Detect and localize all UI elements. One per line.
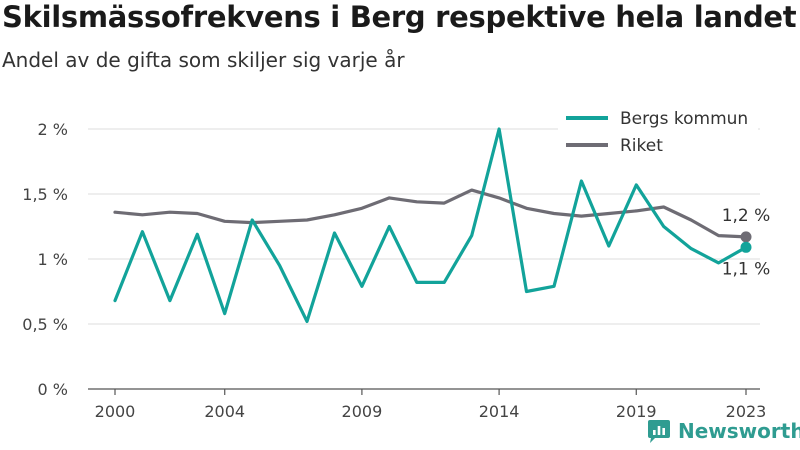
chart-title: Skilsmässofrekvens i Berg respektive hel… <box>2 0 797 34</box>
legend-label: Bergs kommun <box>620 109 748 129</box>
x-tick-label: 2004 <box>204 402 245 421</box>
axis-layer: 0 % 0,5 % 1 % 1,5 % 2 % 2000 2004 2009 2014 2019 2… <box>22 120 766 421</box>
end-point-bergs-kommun <box>740 241 752 253</box>
end-labels: 1,2 % 1,1 % <box>722 206 771 279</box>
end-point-riket <box>740 231 752 243</box>
chart-subtitle: Andel av de gifta som skiljer sig varje … <box>2 48 405 72</box>
x-tick-label: 2000 <box>95 402 136 421</box>
x-tick-label: 2009 <box>342 402 383 421</box>
y-tick-label: 1 % <box>38 250 68 269</box>
legend-background <box>558 104 758 164</box>
y-tick-label: 1,5 % <box>22 185 68 204</box>
end-label-bergs-kommun: 1,1 % <box>722 259 771 279</box>
series-line-bergs-kommun <box>113 127 748 323</box>
series-layer <box>113 127 752 323</box>
brand-name: Newsworthy <box>678 419 800 443</box>
x-tick-label: 2019 <box>616 402 657 421</box>
legend-label: Riket <box>620 136 663 156</box>
y-tick-label: 0 % <box>38 380 68 399</box>
legend: Bergs kommun Riket <box>558 104 758 164</box>
series-line-riket <box>113 188 748 239</box>
x-tick-label: 2014 <box>479 402 520 421</box>
y-tick-label: 2 % <box>38 120 68 139</box>
end-label-riket: 1,2 % <box>722 206 771 226</box>
y-tick-label: 0,5 % <box>22 315 68 334</box>
brand-logo: Newsworthy <box>646 418 800 444</box>
x-tick-label: 2023 <box>726 402 767 421</box>
newsworthy-logo-icon <box>648 420 670 443</box>
